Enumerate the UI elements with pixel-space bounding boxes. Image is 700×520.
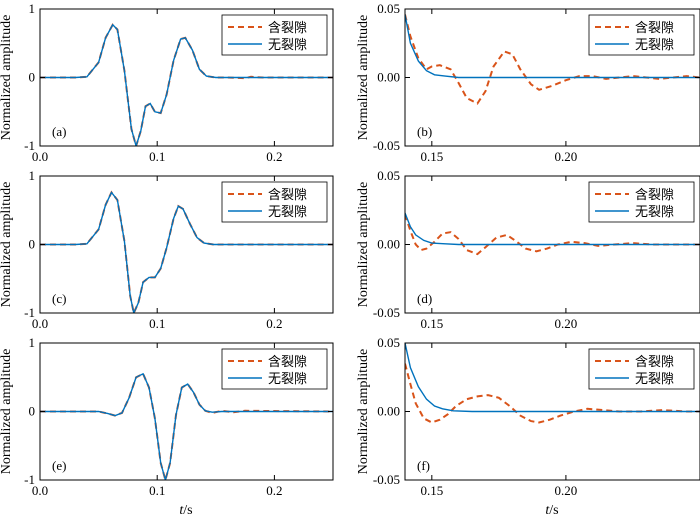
legend-label: 无裂隙 xyxy=(635,205,674,220)
legend-label: 无裂隙 xyxy=(268,205,307,220)
panel-d: 0.15 0.20 -0.05 0.00 0.05 Normalized amplitud… xyxy=(356,168,700,331)
x-tick-label: 0.2 xyxy=(266,149,282,164)
panel-a: 0.0 0.1 0.2 -1 0 1 Normalized amplitude (a) 含裂隙无… xyxy=(0,1,334,164)
panel-label: (a) xyxy=(52,124,66,139)
y-tick-label: -1 xyxy=(24,138,35,153)
x-tick-label: 0.15 xyxy=(420,149,443,164)
x-tick-label: 0.20 xyxy=(555,316,578,331)
legend-label: 含裂隙 xyxy=(635,354,674,370)
x-axis-label-unit: /s xyxy=(549,503,558,518)
panel-c: 0.0 0.1 0.2 -1 0 1 Normalized amplitude (c) 含裂隙无… xyxy=(0,168,334,331)
x-tick-label: 0.1 xyxy=(149,483,165,498)
x-tick-label: 0.0 xyxy=(32,316,48,331)
series-intact-line xyxy=(405,343,700,413)
series-cracked-line xyxy=(405,14,700,105)
y-tick-label: -1 xyxy=(24,472,35,487)
series-intact-line xyxy=(40,372,333,480)
legend-box xyxy=(221,348,328,390)
legend-label: 无裂隙 xyxy=(635,372,674,387)
legend-label: 含裂隙 xyxy=(268,20,307,36)
legend-label: 无裂隙 xyxy=(268,38,307,53)
y-tick-label: 0.05 xyxy=(377,1,400,16)
y-tick-label: 0 xyxy=(29,237,36,252)
y-axis-label: Normalized amplitude xyxy=(356,349,371,475)
x-tick-label: 0.1 xyxy=(149,316,165,331)
series-cracked-line xyxy=(40,372,333,480)
series-intact-line xyxy=(405,212,700,246)
x-tick-label: 0.15 xyxy=(420,483,443,498)
panel-label: (e) xyxy=(52,458,66,473)
legend-box xyxy=(588,348,695,390)
y-axis-label: Normalized amplitude xyxy=(0,349,14,475)
series-intact-line xyxy=(405,14,700,79)
y-tick-label: 0 xyxy=(29,70,36,85)
y-tick-label: -1 xyxy=(24,305,35,320)
panel-b: 0.15 0.20 -0.05 0.00 0.05 Normalized amplitud… xyxy=(356,1,700,164)
legend-box xyxy=(221,14,328,56)
panel-label: (d) xyxy=(417,291,432,306)
x-tick-label: 0.1 xyxy=(149,149,165,164)
y-tick-label: 0.00 xyxy=(377,404,400,419)
legend-box xyxy=(588,14,695,56)
y-axis-label: Normalized amplitude xyxy=(356,15,371,141)
y-tick-label: -0.05 xyxy=(373,472,400,487)
x-tick-label: 0.20 xyxy=(555,483,578,498)
x-tick-label: 0.15 xyxy=(420,316,443,331)
legend-label: 含裂隙 xyxy=(635,187,674,203)
legend-label: 含裂隙 xyxy=(635,20,674,36)
y-axis-label: Normalized amplitude xyxy=(356,182,371,308)
x-axis-label-unit: /s xyxy=(183,503,192,518)
y-tick-label: 0.00 xyxy=(377,70,400,85)
x-axis-label: t/s xyxy=(179,503,192,518)
legend-box xyxy=(221,181,328,223)
series-intact-line xyxy=(40,191,333,313)
legend-label: 无裂隙 xyxy=(635,38,674,53)
y-axis-label: Normalized amplitude xyxy=(0,15,14,141)
y-tick-label: 0.05 xyxy=(377,335,400,350)
y-tick-label: 0.05 xyxy=(377,168,400,183)
y-tick-label: 1 xyxy=(29,1,36,16)
y-axis-label: Normalized amplitude xyxy=(0,182,14,308)
panel-f: 0.15 0.20 -0.05 0.00 0.05 Normalized amplitud… xyxy=(356,335,700,498)
x-axis-label-var: t xyxy=(179,503,184,518)
x-tick-label: 0.2 xyxy=(266,483,282,498)
y-tick-label: -0.05 xyxy=(373,305,400,320)
y-tick-label: 0 xyxy=(29,404,36,419)
x-axis-label: t/s xyxy=(545,503,558,518)
panel-label: (c) xyxy=(52,291,66,306)
legend-label: 无裂隙 xyxy=(268,372,307,387)
panel-label: (f) xyxy=(417,458,430,473)
legend-label: 含裂隙 xyxy=(268,187,307,203)
legend-label: 含裂隙 xyxy=(268,354,307,370)
x-tick-label: 0.0 xyxy=(32,149,48,164)
legend-box xyxy=(588,181,695,223)
x-tick-label: 0.20 xyxy=(555,149,578,164)
panel-label: (b) xyxy=(417,124,432,139)
y-tick-label: 1 xyxy=(29,335,36,350)
y-tick-label: -0.05 xyxy=(373,138,400,153)
panel-e: 0.0 0.1 0.2 -1 0 1 Normalized amplitude (e) 含裂隙无… xyxy=(0,335,334,498)
y-tick-label: 1 xyxy=(29,168,36,183)
x-tick-label: 0.0 xyxy=(32,483,48,498)
y-tick-label: 0.00 xyxy=(377,237,400,252)
series-intact-line xyxy=(40,23,333,146)
x-axis-label-var: t xyxy=(545,503,550,518)
x-tick-label: 0.2 xyxy=(266,316,282,331)
